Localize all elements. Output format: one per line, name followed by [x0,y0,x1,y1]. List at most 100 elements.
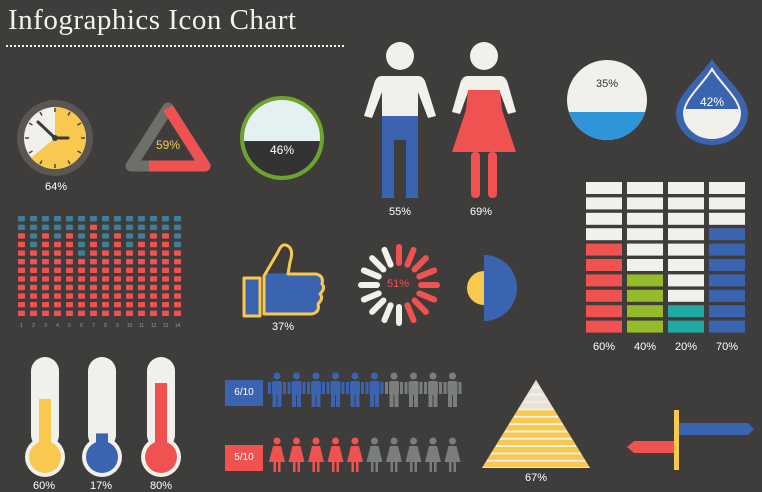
thermometer-1-value: 60% [32,480,56,492]
clock-value: 64% [44,181,68,193]
matrix-cell [126,267,133,273]
matrix-cell [114,302,121,308]
matrix-cell [150,259,157,265]
men-row-label: 6/10 [225,380,263,406]
matrix-cell [66,267,73,273]
block-segment [709,212,745,225]
matrix-tick-label: 8 [104,323,107,329]
spinner-segment [404,246,417,268]
matrix-cell [162,224,169,230]
matrix-cell [54,233,61,239]
blocks-tick-label: 70% [715,341,739,353]
matrix-cell [30,216,37,222]
matrix-cell [18,284,25,291]
ball-fill-level [567,112,647,140]
block-segment [709,228,745,241]
matrix-cell [162,293,169,299]
woman-figure [425,437,441,472]
matrix-cell [138,267,145,273]
matrix-cell [138,276,145,282]
matrix-cell [66,216,73,222]
matrix-cell [102,233,109,239]
matrix-cell [54,284,61,291]
spinner-value: 51% [386,278,410,290]
pyramid-value: 67% [524,472,548,484]
clock-icon [17,100,93,176]
matrix-cell [126,302,133,308]
block-segment [668,182,704,194]
spinner-segment [360,290,382,303]
matrix-cell [78,267,85,273]
matrix-cell [150,284,157,291]
matrix-cell [66,284,73,291]
matrix-cell [126,293,133,299]
block-segment [709,243,745,256]
block-segment [709,182,745,194]
matrix-cell [150,216,157,222]
thermometer-bulb [86,441,118,473]
matrix-cell [66,241,73,248]
matrix-tick-label: 6 [80,323,83,329]
matrix-cell [150,250,157,256]
man-figure [404,372,423,407]
drop-icon [676,59,748,145]
matrix-cell [114,233,121,239]
block-segment [627,243,663,256]
matrix-cell [30,250,37,256]
thermometer-bulb [29,441,61,473]
thermometer-level [155,383,167,451]
pyramid-layer [491,447,581,453]
man-figure [346,372,364,407]
clock-tick [28,150,33,154]
matrix-cell [54,310,61,316]
matrix-tick-label: 10 [127,323,133,329]
matrix-cell [42,310,49,316]
matrix-cell [42,216,49,222]
spinner-segment [369,297,387,315]
matrix-cell [162,284,169,291]
matrix-cell [78,310,85,316]
matrix-tick-label: 1 [20,323,23,329]
spinner-segment [411,255,429,273]
matrix-cell [18,224,25,230]
block-segment [668,274,704,287]
matrix-cell [66,310,73,316]
matrix-cell [18,233,25,239]
block-segment [709,305,745,318]
matrix-cell [162,216,169,222]
ball-value: 35% [595,78,619,90]
matrix-cell [54,224,61,230]
circle-icon [240,96,324,180]
matrix-cell [114,310,121,316]
ball-icon [567,60,647,140]
matrix-cell [114,259,121,265]
matrix-cell [30,259,37,265]
matrix-cell [114,250,121,256]
block-segment [668,212,704,225]
matrix-cell [162,233,169,239]
matrix-cell [162,310,169,316]
pyramid-layer [527,388,545,394]
matrix-cell [30,241,37,248]
pyramid-layer [531,381,541,387]
matrix-cell [18,293,25,299]
women-pictograph [269,437,461,472]
matrix-tick-label: 5 [68,323,71,329]
matrix-cell [78,233,85,239]
pyramid-outline [482,380,590,468]
matrix-cell [138,241,145,248]
matrix-tick-label: 11 [139,323,144,329]
matrix-cell [78,276,85,282]
matrix-cell [54,293,61,299]
pyramid-layer [522,395,550,402]
woman-figure [405,437,422,472]
matrix-cell [174,267,181,273]
signpost-icon [627,410,754,470]
woman-figure [386,437,402,472]
block-segment [586,274,622,287]
block-segment [627,289,663,302]
matrix-cell [30,267,37,273]
matrix-cell [78,259,85,265]
matrix-cell [150,293,157,299]
thermometer-level [39,399,51,451]
